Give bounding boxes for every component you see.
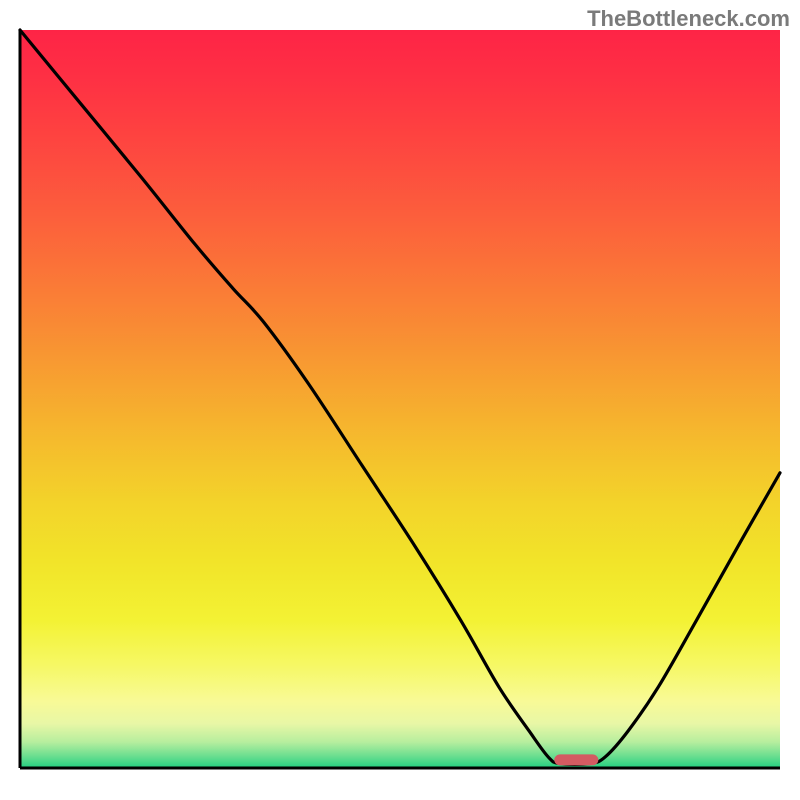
chart-container: TheBottleneck.com bbox=[0, 0, 800, 800]
bottleneck-chart bbox=[0, 0, 800, 800]
optimal-marker bbox=[554, 754, 598, 765]
watermark-text: TheBottleneck.com bbox=[587, 6, 790, 32]
plot-background bbox=[20, 30, 780, 768]
